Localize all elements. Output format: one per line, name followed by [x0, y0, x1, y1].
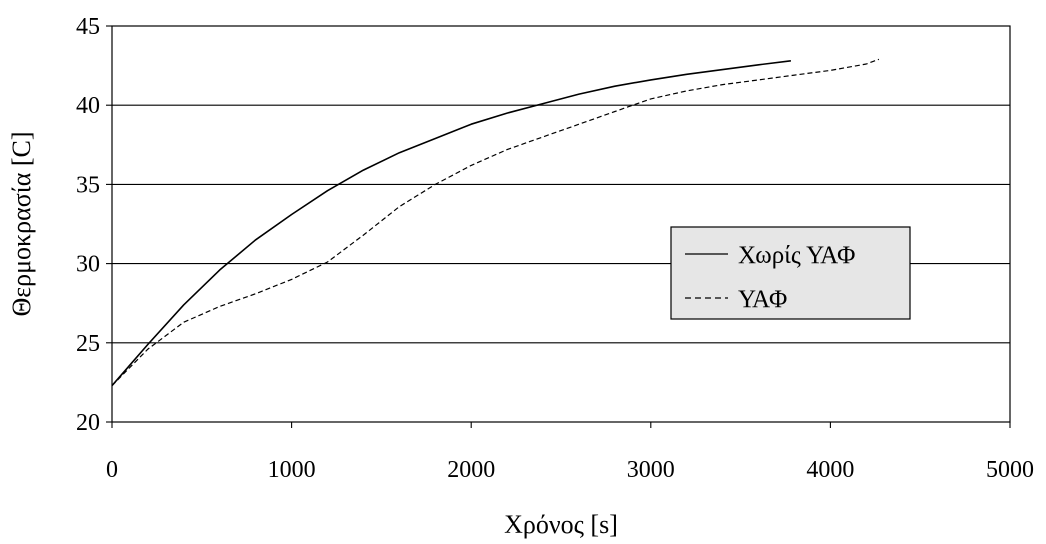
x-tick-label: 0 — [106, 457, 118, 483]
x-tick-label: 2000 — [447, 457, 495, 483]
x-tick-label: 3000 — [627, 457, 675, 483]
x-tick-label: 5000 — [986, 457, 1034, 483]
y-axis-ticks: 20 25 30 35 40 45 — [76, 14, 112, 436]
plot-area-border — [111, 25, 1011, 423]
y-tick-label: 20 — [76, 410, 100, 436]
series-line-2-dashed — [111, 58, 880, 387]
y-axis-title: Θερμοκρασία [C] — [7, 131, 36, 316]
y-tick-label: 30 — [76, 252, 100, 278]
x-tick-label: 1000 — [268, 457, 316, 483]
legend: Χωρίς ΥΑΦ ΥΑΦ — [670, 226, 911, 320]
y-tick-label: 25 — [76, 331, 100, 357]
y-tick-label: 45 — [76, 14, 100, 40]
y-tick-label: 35 — [76, 172, 100, 198]
x-axis-title: Χρόνος [s] — [504, 510, 618, 539]
legend-box — [670, 226, 911, 320]
legend-label-series-1: Χωρίς ΥΑΦ — [738, 242, 855, 269]
legend-label-series-2: ΥΑΦ — [738, 286, 787, 313]
series-lines — [111, 58, 880, 387]
x-tick-label: 4000 — [806, 457, 854, 483]
x-axis-ticks: 0 1000 2000 3000 4000 5000 — [106, 422, 1034, 483]
y-tick-label: 40 — [76, 93, 100, 119]
series-line-1-solid — [111, 60, 791, 387]
